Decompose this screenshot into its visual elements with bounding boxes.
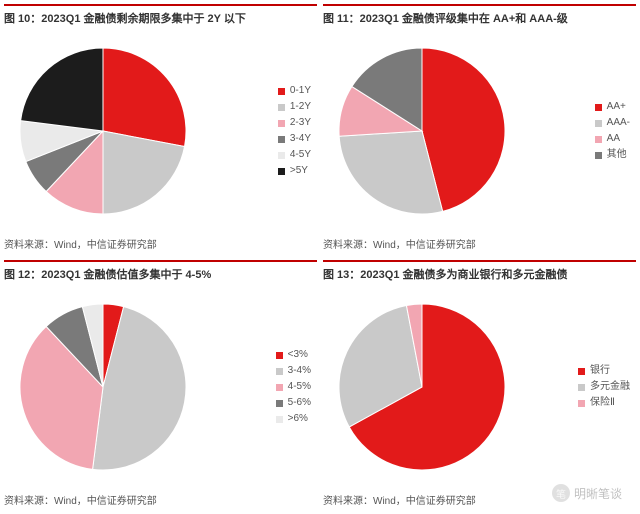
pie-slice — [103, 48, 186, 147]
legend-swatch — [278, 120, 285, 127]
legend-label: <3% — [288, 348, 308, 362]
panel-11: 图 11：2023Q1 金融债评级集中在 AA+和 AAA-级 AA+AAA-A… — [323, 4, 636, 254]
legend-item: >6% — [276, 412, 311, 426]
legend-label: 银行 — [590, 364, 610, 378]
legend-item: 保险Ⅱ — [578, 396, 630, 410]
legend-label: 0-1Y — [290, 84, 311, 98]
legend-label: 其他 — [607, 148, 627, 162]
legend-swatch — [595, 120, 602, 127]
legend-swatch — [278, 88, 285, 95]
legend-item: 1-2Y — [278, 100, 311, 114]
legend-item: AA+ — [595, 100, 630, 114]
legend-label: 2-3Y — [290, 116, 311, 130]
panel-title: 图 13：2023Q1 金融债多为商业银行和多元金融债 — [323, 260, 636, 284]
chart-grid: 图 10：2023Q1 金融债剩余期限多集中于 2Y 以下 0-1Y 1-2Y 2-… — [0, 0, 640, 514]
legend-swatch — [276, 416, 283, 423]
legend-item: AA — [595, 132, 630, 146]
legend-item: AAA- — [595, 116, 630, 130]
pie-chart — [337, 46, 507, 216]
pie-chart — [337, 302, 507, 472]
legend-swatch — [278, 168, 285, 175]
legend-swatch — [595, 152, 602, 159]
legend-swatch — [578, 368, 585, 375]
legend-item: 5-6% — [276, 396, 311, 410]
legend-label: AAA- — [607, 116, 630, 130]
legend-item: 0-1Y — [278, 84, 311, 98]
legend-swatch — [278, 136, 285, 143]
legend-swatch — [595, 136, 602, 143]
legend-label: >6% — [288, 412, 308, 426]
legend-item: 4-5% — [276, 380, 311, 394]
legend-label: AA+ — [607, 100, 626, 114]
legend-item: 其他 — [595, 148, 630, 162]
legend-swatch — [276, 352, 283, 359]
legend-item: <3% — [276, 348, 311, 362]
panel-12: 图 12：2023Q1 金融债估值多集中于 4-5% <3% 3-4% 4-5% 5-… — [4, 260, 317, 510]
legend-item: 3-4% — [276, 364, 311, 378]
legend-swatch — [578, 384, 585, 391]
legend-item: 银行 — [578, 364, 630, 378]
legend-item: 2-3Y — [278, 116, 311, 130]
legend-swatch — [276, 400, 283, 407]
legend-item: 多元金融 — [578, 380, 630, 394]
pie-slice — [21, 48, 103, 131]
legend-label: 5-6% — [288, 396, 311, 410]
watermark: 笔 明晰笔谈 — [552, 484, 622, 502]
panel-title: 图 11：2023Q1 金融债评级集中在 AA+和 AAA-级 — [323, 4, 636, 28]
legend-label: 1-2Y — [290, 100, 311, 114]
legend-label: 4-5Y — [290, 148, 311, 162]
legend-label: 4-5% — [288, 380, 311, 394]
legend-swatch — [278, 104, 285, 111]
watermark-icon: 笔 — [552, 484, 570, 502]
panel-10: 图 10：2023Q1 金融债剩余期限多集中于 2Y 以下 0-1Y 1-2Y 2-… — [4, 4, 317, 254]
pie-chart — [18, 302, 188, 472]
legend-item: >5Y — [278, 164, 311, 178]
source-text: 资料来源：Wind，中信证券研究部 — [4, 490, 317, 510]
legend: <3% 3-4% 4-5% 5-6% >6% — [276, 346, 311, 428]
legend-label: 3-4Y — [290, 132, 311, 146]
legend-item: 4-5Y — [278, 148, 311, 162]
panel-title: 图 10：2023Q1 金融债剩余期限多集中于 2Y 以下 — [4, 4, 317, 28]
watermark-text: 明晰笔谈 — [574, 485, 622, 502]
legend-swatch — [276, 368, 283, 375]
legend-label: 多元金融 — [590, 380, 630, 394]
legend-swatch — [278, 152, 285, 159]
pie-chart — [18, 46, 188, 216]
source-text: 资料来源：Wind，中信证券研究部 — [323, 234, 636, 254]
legend-swatch — [578, 400, 585, 407]
chart-area: 银行多元金融保险Ⅱ — [323, 284, 636, 490]
chart-area: <3% 3-4% 4-5% 5-6% >6% — [4, 284, 317, 490]
panel-title: 图 12：2023Q1 金融债估值多集中于 4-5% — [4, 260, 317, 284]
legend: 0-1Y 1-2Y 2-3Y 3-4Y 4-5Y >5Y — [278, 82, 311, 180]
source-text: 资料来源：Wind，中信证券研究部 — [4, 234, 317, 254]
legend-label: 保险Ⅱ — [590, 396, 615, 410]
legend-item: 3-4Y — [278, 132, 311, 146]
legend-label: AA — [607, 132, 620, 146]
chart-area: 0-1Y 1-2Y 2-3Y 3-4Y 4-5Y >5Y — [4, 28, 317, 234]
legend-swatch — [595, 104, 602, 111]
panel-13: 图 13：2023Q1 金融债多为商业银行和多元金融债 银行多元金融保险Ⅱ 资料… — [323, 260, 636, 510]
legend: AA+ AAA- AA 其他 — [595, 98, 630, 164]
legend-swatch — [276, 384, 283, 391]
legend-label: >5Y — [290, 164, 308, 178]
legend-label: 3-4% — [288, 364, 311, 378]
chart-area: AA+ AAA- AA 其他 — [323, 28, 636, 234]
legend: 银行多元金融保险Ⅱ — [578, 362, 630, 412]
